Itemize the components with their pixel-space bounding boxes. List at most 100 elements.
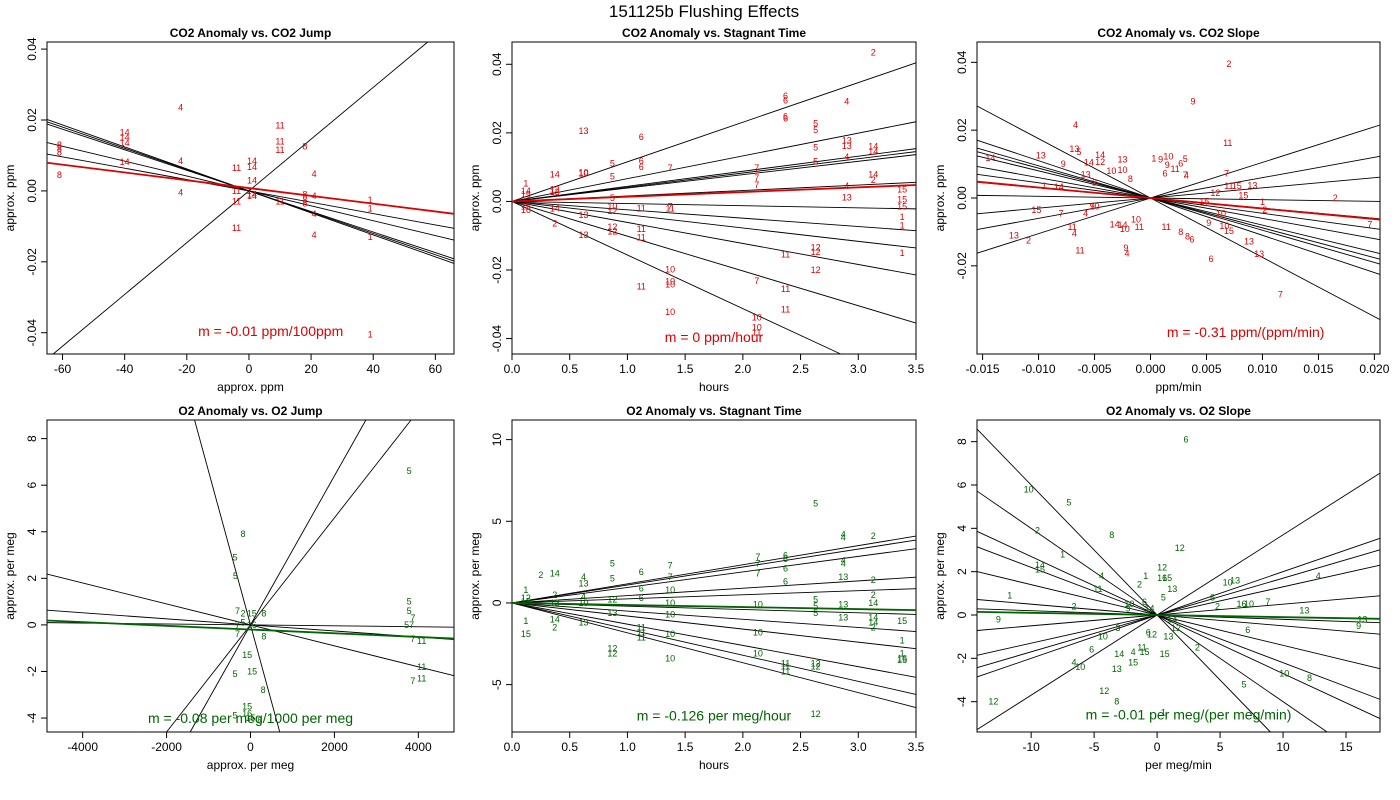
data-point: 1: [1060, 549, 1065, 559]
data-point: 5: [610, 559, 615, 569]
data-point: 5: [813, 595, 818, 605]
x-tick-label: 3.5: [908, 362, 925, 376]
data-point: 1: [368, 232, 373, 242]
y-tick-label: 2: [25, 575, 39, 582]
data-point: 11: [637, 622, 646, 632]
data-point: 1: [523, 179, 528, 189]
data-point: 3: [1116, 623, 1121, 633]
data-point: 6: [1163, 169, 1168, 179]
data-point: 16: [897, 653, 907, 663]
data-point: 15: [1031, 205, 1041, 215]
data-point: 8: [57, 140, 62, 150]
data-point: 11: [232, 197, 241, 207]
data-point: 1: [246, 186, 251, 196]
data-point: 4: [178, 156, 183, 166]
data-point: 7: [1278, 290, 1283, 300]
x-tick-label: 15: [1339, 740, 1353, 754]
data-point: 10: [665, 585, 675, 595]
data-point: 2: [1071, 601, 1076, 611]
data-point: 12: [607, 222, 617, 232]
fit-line: [976, 105, 1381, 321]
data-point: 13: [550, 598, 560, 608]
data-point: 8: [302, 142, 307, 152]
data-point: 12: [607, 595, 617, 605]
data-point: 13: [1167, 584, 1177, 594]
data-point: 5: [1241, 679, 1246, 689]
data-point: 14: [868, 618, 878, 628]
x-tick-label: 2000: [321, 740, 348, 754]
data-point: 4: [841, 533, 846, 543]
panel-title: CO2 Anomaly vs. CO2 Slope: [1097, 26, 1260, 40]
data-point: 14: [868, 147, 878, 157]
fit-line: [976, 194, 1381, 202]
x-tick-label: 40: [367, 362, 381, 376]
y-axis-label: approx. ppm: [933, 165, 947, 232]
overall-fit-line: [46, 161, 455, 215]
y-tick-label: 6: [25, 482, 39, 489]
data-point: 11: [275, 120, 284, 130]
fit-line: [976, 176, 1381, 215]
y-tick-label: -2: [955, 653, 969, 664]
data-point: 14: [247, 191, 257, 201]
data-point: 11: [781, 658, 790, 668]
data-point: 6: [1178, 158, 1183, 168]
fit-line: [511, 154, 917, 202]
data-point: 10: [1131, 214, 1141, 224]
data-point: 5: [1066, 497, 1071, 507]
data-point: 1: [368, 330, 373, 340]
x-tick-label: 0.005: [1191, 362, 1221, 376]
data-point: 2: [871, 531, 876, 541]
data-point: 12: [1095, 157, 1105, 167]
fit-line: [511, 62, 917, 202]
data-point: 10: [579, 168, 589, 178]
data-point: 8: [57, 144, 62, 154]
data-point: 11: [275, 145, 284, 155]
data-point: 7: [410, 613, 415, 623]
data-point: 13: [838, 613, 848, 623]
data-point: 14: [120, 138, 130, 148]
data-point: 4: [1124, 248, 1129, 258]
data-point: 6: [783, 111, 788, 121]
data-point: 5: [813, 608, 818, 618]
data-point: 14: [868, 613, 878, 623]
data-point: 10: [1163, 152, 1173, 162]
data-point: 11: [637, 232, 646, 242]
data-point: 1: [1042, 181, 1047, 191]
data-point: 1: [900, 649, 905, 659]
data-point: 13: [838, 600, 848, 610]
plot-frame: [976, 419, 1381, 733]
data-point: 8: [1109, 530, 1114, 540]
data-point: 15: [897, 195, 907, 205]
y-axis-label: approx. ppm: [3, 165, 17, 232]
x-tick-label: 1.0: [619, 362, 636, 376]
data-point: 7: [668, 202, 673, 212]
panel-title: O2 Anomaly vs. O2 Slope: [1106, 404, 1251, 418]
data-point: 12: [811, 709, 821, 719]
data-point: 4: [1316, 571, 1321, 581]
data-point: 6: [783, 551, 788, 561]
x-tick-label: 2.5: [792, 362, 809, 376]
data-point: 8: [302, 198, 307, 208]
data-point: 16: [1236, 599, 1246, 609]
fit-line: [511, 588, 917, 604]
data-point: 15: [1199, 196, 1209, 206]
plot-frame: [46, 41, 455, 355]
data-point: 15: [245, 713, 255, 723]
data-point: 13: [1009, 230, 1019, 240]
data-point: 15: [1232, 181, 1242, 191]
data-point: 4: [844, 181, 849, 191]
data-point: 10: [1216, 208, 1226, 218]
data-point: 13: [579, 578, 589, 588]
data-point: 13: [607, 608, 617, 618]
data-point: 14: [550, 569, 560, 579]
fit-line: [511, 602, 917, 650]
x-tick-label: 1.5: [677, 362, 694, 376]
data-point: 6: [639, 583, 644, 593]
fit-line: [976, 173, 1381, 230]
y-tick-label: 0.02: [955, 118, 969, 142]
data-point: 14: [985, 153, 995, 163]
fit-line: [976, 490, 1328, 733]
data-point: 13: [1036, 151, 1046, 161]
x-axis-label: per meg/min: [1145, 758, 1212, 772]
fit-line: [511, 148, 917, 202]
